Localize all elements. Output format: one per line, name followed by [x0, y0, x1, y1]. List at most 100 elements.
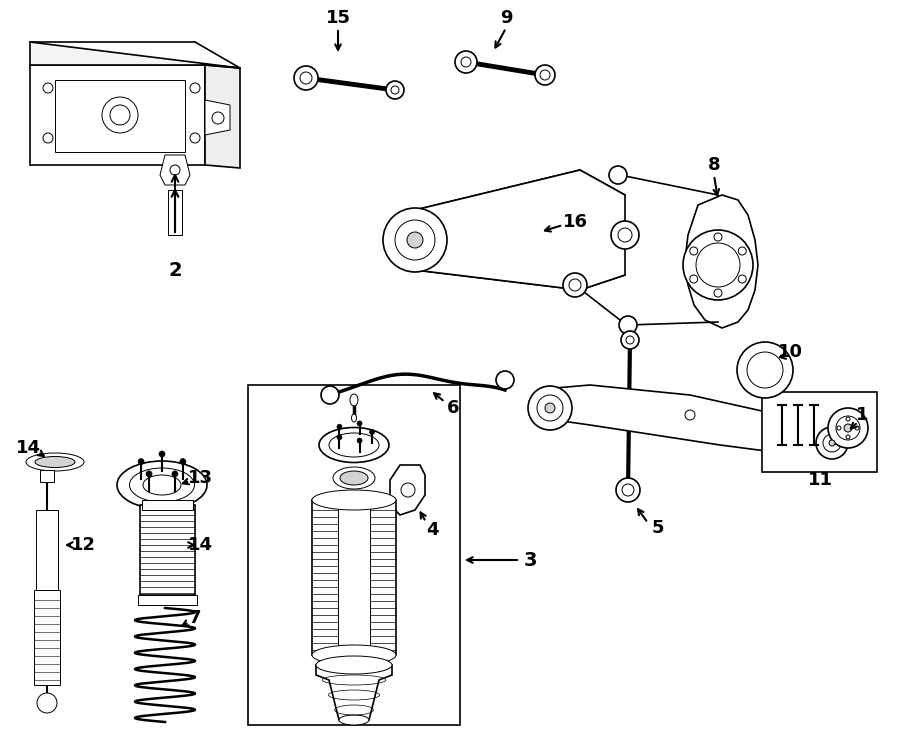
- Circle shape: [828, 408, 868, 448]
- Circle shape: [609, 166, 627, 184]
- Circle shape: [837, 426, 841, 430]
- Ellipse shape: [312, 490, 396, 510]
- Circle shape: [386, 81, 404, 99]
- Circle shape: [696, 243, 740, 287]
- Circle shape: [685, 410, 695, 420]
- Text: 5: 5: [652, 519, 664, 537]
- Circle shape: [626, 336, 634, 344]
- Circle shape: [737, 342, 793, 398]
- Ellipse shape: [350, 394, 358, 406]
- Text: 10: 10: [778, 343, 803, 361]
- Circle shape: [836, 416, 860, 440]
- Text: 3: 3: [523, 551, 536, 570]
- Ellipse shape: [319, 427, 389, 462]
- Circle shape: [846, 435, 850, 439]
- Ellipse shape: [35, 456, 75, 467]
- Circle shape: [714, 289, 722, 297]
- Circle shape: [337, 424, 342, 429]
- Circle shape: [461, 57, 471, 67]
- Circle shape: [689, 275, 698, 283]
- Polygon shape: [685, 195, 758, 328]
- Circle shape: [537, 395, 563, 421]
- Ellipse shape: [312, 645, 396, 665]
- Polygon shape: [415, 170, 625, 290]
- Circle shape: [172, 471, 178, 477]
- Circle shape: [146, 471, 152, 477]
- Circle shape: [738, 247, 746, 255]
- Circle shape: [563, 273, 587, 297]
- Circle shape: [829, 440, 835, 446]
- Ellipse shape: [340, 471, 368, 485]
- Circle shape: [391, 86, 399, 94]
- Circle shape: [747, 352, 783, 388]
- Circle shape: [43, 83, 53, 93]
- Circle shape: [535, 65, 555, 85]
- Ellipse shape: [339, 715, 369, 725]
- Circle shape: [611, 221, 639, 249]
- Circle shape: [540, 70, 550, 80]
- Polygon shape: [316, 665, 392, 720]
- Circle shape: [212, 112, 224, 124]
- Circle shape: [337, 435, 342, 440]
- Circle shape: [102, 97, 138, 133]
- Circle shape: [455, 51, 477, 73]
- Bar: [55, 80, 185, 152]
- Circle shape: [619, 316, 637, 334]
- Ellipse shape: [143, 475, 181, 495]
- Circle shape: [816, 427, 848, 459]
- Circle shape: [294, 66, 318, 90]
- Circle shape: [190, 133, 200, 143]
- Circle shape: [170, 165, 180, 175]
- Circle shape: [159, 451, 165, 457]
- Ellipse shape: [316, 656, 392, 674]
- Circle shape: [357, 438, 362, 443]
- Bar: [762, 392, 877, 472]
- Circle shape: [844, 424, 852, 432]
- Circle shape: [357, 421, 362, 426]
- Bar: [248, 385, 460, 725]
- Bar: [36, 510, 58, 590]
- Circle shape: [616, 478, 640, 502]
- Bar: [168, 190, 182, 235]
- Circle shape: [855, 426, 859, 430]
- Circle shape: [496, 371, 514, 389]
- Polygon shape: [390, 465, 425, 515]
- Text: 1: 1: [856, 406, 868, 424]
- Ellipse shape: [130, 468, 194, 502]
- Ellipse shape: [333, 467, 375, 489]
- Polygon shape: [160, 155, 190, 185]
- Circle shape: [622, 484, 634, 496]
- Circle shape: [618, 228, 632, 242]
- Circle shape: [846, 417, 850, 421]
- Bar: [138, 595, 197, 605]
- Circle shape: [395, 220, 435, 260]
- Bar: [34, 590, 60, 685]
- Text: 4: 4: [426, 521, 438, 539]
- Circle shape: [383, 208, 447, 272]
- Bar: [142, 500, 193, 510]
- Circle shape: [545, 403, 555, 413]
- Circle shape: [110, 105, 130, 125]
- Ellipse shape: [117, 461, 207, 509]
- Polygon shape: [30, 42, 240, 68]
- Circle shape: [714, 233, 722, 241]
- Ellipse shape: [352, 414, 356, 422]
- Circle shape: [300, 72, 312, 84]
- Bar: [140, 505, 195, 595]
- Circle shape: [683, 230, 753, 300]
- Text: 16: 16: [562, 213, 588, 231]
- Circle shape: [689, 247, 698, 255]
- Circle shape: [823, 434, 841, 452]
- Text: 7: 7: [189, 609, 202, 627]
- Ellipse shape: [26, 453, 84, 471]
- Text: 14: 14: [187, 536, 212, 554]
- Circle shape: [407, 232, 423, 248]
- Circle shape: [738, 275, 746, 283]
- Text: 6: 6: [446, 399, 459, 417]
- Circle shape: [321, 386, 339, 404]
- Text: 13: 13: [187, 469, 212, 487]
- Circle shape: [37, 693, 57, 713]
- Text: 9: 9: [500, 9, 512, 27]
- Circle shape: [569, 279, 581, 291]
- Text: 8: 8: [707, 156, 720, 174]
